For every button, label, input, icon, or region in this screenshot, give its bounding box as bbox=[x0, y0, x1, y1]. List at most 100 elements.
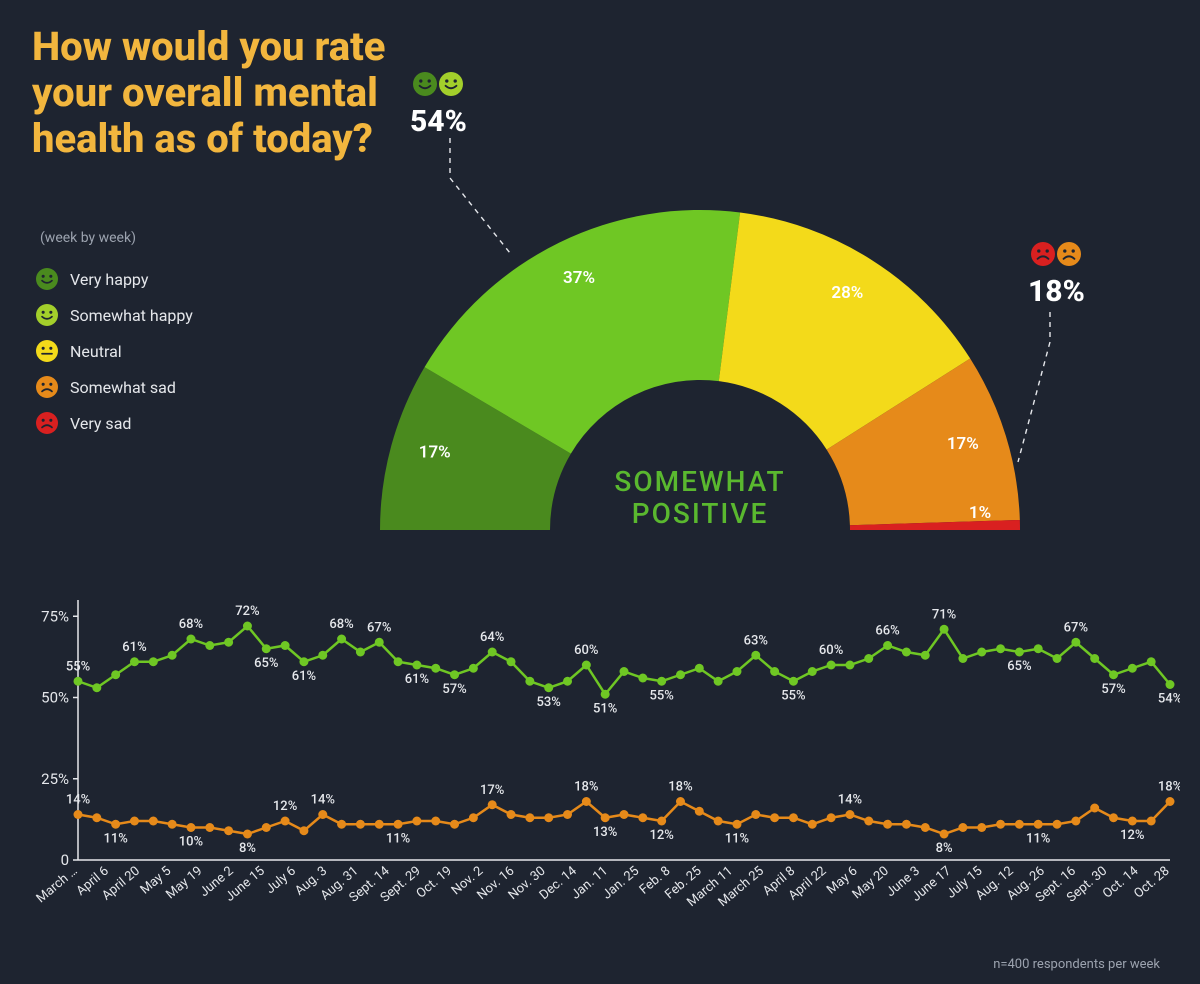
data-point-label: 63% bbox=[744, 633, 768, 648]
trend-line bbox=[78, 626, 1170, 694]
data-point-label: 55% bbox=[649, 688, 673, 703]
data-point bbox=[714, 817, 723, 826]
data-point bbox=[281, 817, 290, 826]
data-point bbox=[205, 823, 214, 832]
data-point bbox=[186, 635, 195, 644]
data-point bbox=[601, 690, 610, 699]
data-point bbox=[299, 826, 308, 835]
gauge-segment-label: 28% bbox=[831, 283, 863, 303]
gauge-center-label-line1: SOMEWHAT bbox=[614, 465, 785, 498]
data-point bbox=[337, 820, 346, 829]
legend-face-icon bbox=[36, 340, 58, 362]
data-point-label: 61% bbox=[405, 672, 429, 687]
data-point bbox=[657, 817, 666, 826]
data-point bbox=[92, 813, 101, 822]
legend-face-icon bbox=[36, 412, 58, 434]
data-point bbox=[412, 661, 421, 670]
data-point bbox=[1071, 817, 1080, 826]
data-point-label: 8% bbox=[239, 841, 256, 856]
x-axis-tick-label: Oct. 19 bbox=[414, 864, 455, 902]
data-point-label: 57% bbox=[442, 682, 466, 697]
data-point-label: 12% bbox=[649, 828, 673, 843]
data-point bbox=[940, 625, 949, 634]
data-point-label: 10% bbox=[179, 835, 203, 850]
data-point bbox=[1166, 680, 1175, 689]
data-point-label: 60% bbox=[574, 643, 598, 658]
data-point bbox=[1128, 817, 1137, 826]
data-point bbox=[1034, 644, 1043, 653]
data-point bbox=[958, 823, 967, 832]
data-point-label: 11% bbox=[103, 831, 127, 846]
data-point bbox=[224, 638, 233, 647]
data-point bbox=[1015, 820, 1024, 829]
data-point bbox=[732, 820, 741, 829]
gauge-segment-label: 1% bbox=[969, 503, 991, 523]
data-point bbox=[563, 677, 572, 686]
data-point bbox=[431, 664, 440, 673]
data-point bbox=[864, 654, 873, 663]
data-point bbox=[111, 820, 120, 829]
data-point bbox=[507, 810, 516, 819]
data-point bbox=[695, 807, 704, 816]
data-point bbox=[1034, 820, 1043, 829]
data-point bbox=[902, 820, 911, 829]
legend: Very happy Somewhat happy Neutral Somewh… bbox=[36, 268, 193, 434]
data-point bbox=[714, 677, 723, 686]
data-point bbox=[488, 648, 497, 657]
data-point bbox=[469, 664, 478, 673]
data-point bbox=[1053, 654, 1062, 663]
data-point-label: 14% bbox=[311, 793, 335, 808]
data-point bbox=[638, 674, 647, 683]
data-point bbox=[789, 677, 798, 686]
data-point bbox=[544, 813, 553, 822]
legend-label: Very happy bbox=[70, 270, 148, 289]
legend-label: Very sad bbox=[70, 414, 131, 433]
data-point bbox=[74, 677, 83, 686]
data-point-label: 61% bbox=[122, 640, 146, 655]
data-point bbox=[299, 657, 308, 666]
data-point bbox=[74, 810, 83, 819]
data-point bbox=[412, 817, 421, 826]
gauge-center-label: SOMEWHAT POSITIVE bbox=[614, 466, 785, 530]
legend-item: Somewhat sad bbox=[36, 376, 193, 398]
gauge-callout-positive: 54% bbox=[410, 72, 467, 139]
data-point bbox=[1109, 813, 1118, 822]
data-point bbox=[356, 820, 365, 829]
data-point bbox=[337, 635, 346, 644]
data-point-label: 18% bbox=[668, 780, 692, 795]
gauge-chart: 17%37%28%17%1% SOMEWHAT POSITIVE bbox=[360, 180, 1040, 540]
data-point bbox=[1166, 797, 1175, 806]
data-point bbox=[1109, 670, 1118, 679]
callout-face-icon bbox=[439, 72, 463, 100]
x-axis-tick-label: May 20 bbox=[850, 864, 892, 903]
footnote: n=400 respondents per week bbox=[993, 957, 1160, 972]
data-point-label: 18% bbox=[574, 780, 598, 795]
data-point-label: 66% bbox=[875, 624, 899, 639]
data-point bbox=[808, 820, 817, 829]
page-title: How would you rate your overall mental h… bbox=[32, 24, 472, 162]
data-point bbox=[845, 661, 854, 670]
data-point bbox=[1090, 804, 1099, 813]
y-axis-tick-label: 50% bbox=[41, 689, 69, 707]
data-point bbox=[657, 677, 666, 686]
data-point bbox=[262, 644, 271, 653]
data-point bbox=[977, 823, 986, 832]
data-point bbox=[751, 810, 760, 819]
data-point bbox=[827, 813, 836, 822]
legend-item: Very happy bbox=[36, 268, 193, 290]
data-point bbox=[318, 810, 327, 819]
x-axis-tick-label: May 19 bbox=[163, 864, 205, 903]
gauge-segment-label: 17% bbox=[947, 434, 979, 454]
data-point bbox=[921, 823, 930, 832]
data-point-label: 17% bbox=[480, 783, 504, 798]
data-point bbox=[789, 813, 798, 822]
data-point-label: 57% bbox=[1101, 682, 1125, 697]
data-point bbox=[394, 820, 403, 829]
data-point bbox=[620, 667, 629, 676]
legend-item: Neutral bbox=[36, 340, 193, 362]
data-point bbox=[168, 651, 177, 660]
callout-face-icon bbox=[1057, 242, 1081, 270]
data-point-label: 68% bbox=[329, 617, 353, 632]
data-point bbox=[168, 820, 177, 829]
legend-label: Somewhat sad bbox=[70, 378, 176, 397]
